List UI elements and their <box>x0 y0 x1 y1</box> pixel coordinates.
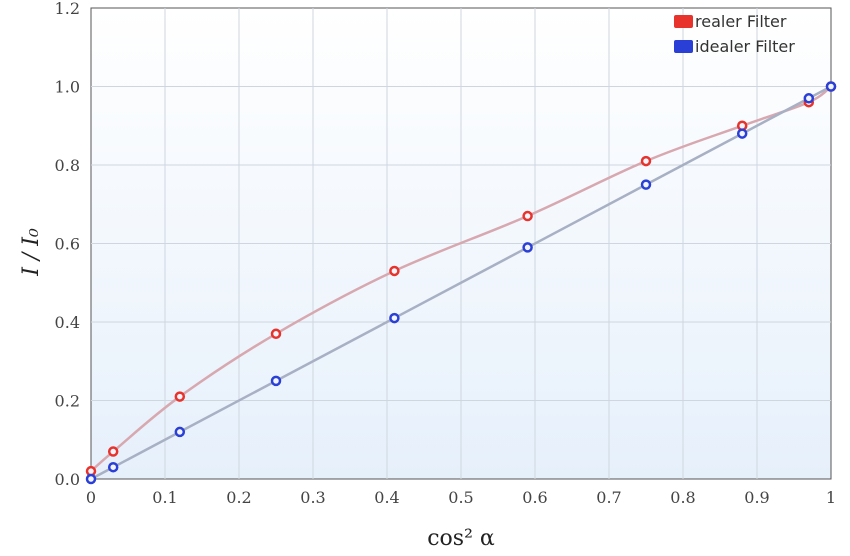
y-axis-title: I / I₀ <box>19 228 44 277</box>
x-tick-label: 0.2 <box>226 488 251 507</box>
x-tick-label: 0.6 <box>522 488 547 507</box>
series-lines <box>90 85 832 481</box>
series-line <box>90 85 832 473</box>
data-point <box>85 473 97 485</box>
data-point <box>803 93 815 104</box>
legend-swatch <box>674 15 693 28</box>
x-tick-label: 0.1 <box>152 488 177 507</box>
y-tick-label: 1.2 <box>55 0 80 18</box>
data-point <box>270 375 282 387</box>
data-point <box>107 446 119 457</box>
data-point <box>825 81 837 92</box>
x-tick-label: 1 <box>826 488 836 507</box>
data-point <box>174 391 186 402</box>
data-point <box>640 179 652 190</box>
y-tick-label: 0.4 <box>55 313 80 332</box>
x-tick-label: 0.3 <box>300 488 325 507</box>
data-point <box>107 461 119 473</box>
data-point <box>736 128 748 139</box>
data-point <box>389 265 400 277</box>
tick-labels: 0 0.1 0.2 0.3 0.4 0.5 0.6 0.7 0.8 0.9 1 0.0 0.2 0.4 0.… <box>55 0 837 507</box>
x-tick-label: 0.8 <box>670 488 695 507</box>
y-tick-label: 0.2 <box>55 392 80 411</box>
data-point <box>270 328 282 340</box>
legend-swatch <box>674 40 693 53</box>
x-tick-label: 0 <box>86 488 96 507</box>
legend: realer Filter idealer Filter <box>674 12 795 56</box>
x-axis-title: cos² α <box>427 526 495 551</box>
data-point <box>522 210 533 222</box>
series-line <box>90 85 832 481</box>
x-tick-label: 0.4 <box>374 488 399 507</box>
data-point <box>522 242 533 253</box>
data-point <box>174 426 186 438</box>
x-tick-label: 0.7 <box>596 488 621 507</box>
legend-label: realer Filter <box>695 12 787 31</box>
data-point <box>389 312 400 324</box>
data-point <box>640 155 652 167</box>
x-tick-label: 0.9 <box>744 488 769 507</box>
y-tick-label: 0.6 <box>55 235 80 254</box>
data-points <box>85 81 837 485</box>
x-tick-label: 0.5 <box>448 488 473 507</box>
y-tick-label: 1.0 <box>55 78 80 97</box>
y-tick-label: 0.0 <box>55 470 80 489</box>
y-tick-label: 0.8 <box>55 156 80 175</box>
legend-label: idealer Filter <box>695 37 795 56</box>
grid <box>91 8 831 479</box>
